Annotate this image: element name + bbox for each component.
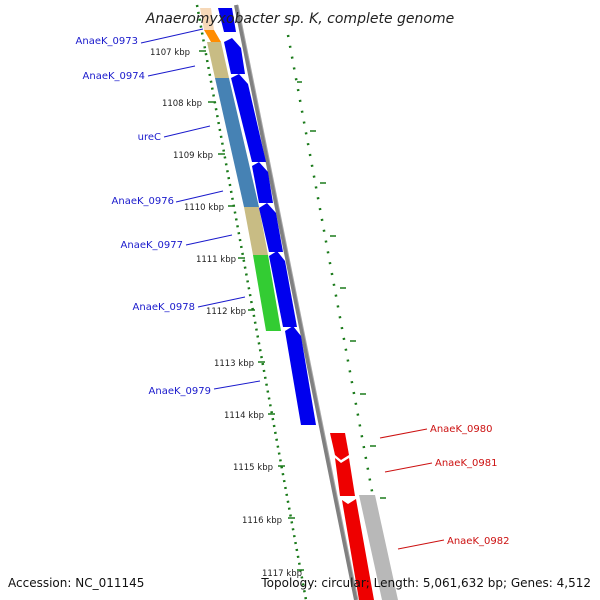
gene-labels-left: AnaeK_0973 AnaeK_0974 ureC AnaeK_0976 An… [76,28,261,397]
ruler-label: 1115 kbp [233,463,273,473]
ruler-label: 1112 kbp [206,307,246,317]
gene-arrow-reverse [342,499,374,600]
cog-feature-track [200,8,398,600]
label-leader-line [175,190,224,203]
ruler-label: 1111 kbp [196,255,236,265]
gene-label[interactable]: ureC [138,132,161,143]
cog-feature-orange [204,30,221,42]
ruler-label: 1116 kbp [242,516,282,526]
cog-feature-steelblue [215,78,259,207]
gene-arrow-forward [285,326,316,425]
gene-arrow-forward [269,251,297,327]
outer-track-ticks [297,81,386,499]
gene-arrow-forward [218,8,236,32]
forward-gene-track [218,8,316,425]
gene-label[interactable]: AnaeK_0979 [149,386,211,397]
cog-feature-tan [207,42,229,78]
label-leader-line [379,428,428,439]
label-leader-line [384,462,433,473]
ruler-label: 1110 kbp [184,203,224,213]
gene-label[interactable]: AnaeK_0977 [121,240,183,251]
gene-label[interactable]: AnaeK_0982 [447,536,509,547]
gene-label[interactable]: AnaeK_0974 [83,71,145,82]
gene-label[interactable]: AnaeK_0980 [430,424,492,435]
gene-arrow-forward [259,203,283,252]
ruler-label: 1109 kbp [173,151,213,161]
label-leader-line [397,539,445,550]
ruler-label: 1114 kbp [224,411,264,421]
gene-label[interactable]: AnaeK_0981 [435,458,497,469]
backbone-highlight [237,4,359,600]
label-leader-line [213,380,261,390]
cog-feature-green [253,255,281,331]
label-leader-line [197,296,246,308]
label-leader-line [163,125,211,138]
ruler-label: 1113 kbp [214,359,254,369]
map-title: Anaeromyxobacter sp. K, complete genome [145,11,454,27]
gene-labels-right: AnaeK_0980 AnaeK_0981 AnaeK_0982 [379,424,509,550]
ruler-label: 1117 kbp [262,569,302,579]
accession-text: Accession: NC_011145 [8,576,144,590]
label-leader-line [140,28,204,44]
cog-feature-peach [200,8,214,30]
cog-feature-tan [244,207,268,255]
gene-arrow-reverse [330,433,349,460]
gene-arrow-reverse [335,458,355,496]
gene-arrow-forward [231,74,266,162]
gene-arrow-forward [224,38,245,74]
gene-arrow-forward [252,162,273,203]
gene-label[interactable]: AnaeK_0978 [133,302,195,313]
ruler-ticks [199,50,304,571]
cog-feature-grey [359,495,398,600]
gene-label[interactable]: AnaeK_0973 [76,36,138,47]
ruler-label: 1108 kbp [162,99,202,109]
genome-summary-text: Topology: circular; Length: 5,061,632 bp… [260,576,591,590]
gene-label[interactable]: AnaeK_0976 [112,196,174,207]
reverse-gene-track [330,433,374,600]
outer-dotted-track [286,34,394,600]
genome-backbone-line [234,4,358,600]
label-leader-line [185,234,233,246]
ruler-label: 1107 kbp [150,48,190,58]
ruler-labels: 1107 kbp 1108 kbp 1109 kbp 1110 kbp 1111… [150,48,302,579]
label-leader-line [147,65,196,77]
ruler-dotted-track [195,4,308,600]
